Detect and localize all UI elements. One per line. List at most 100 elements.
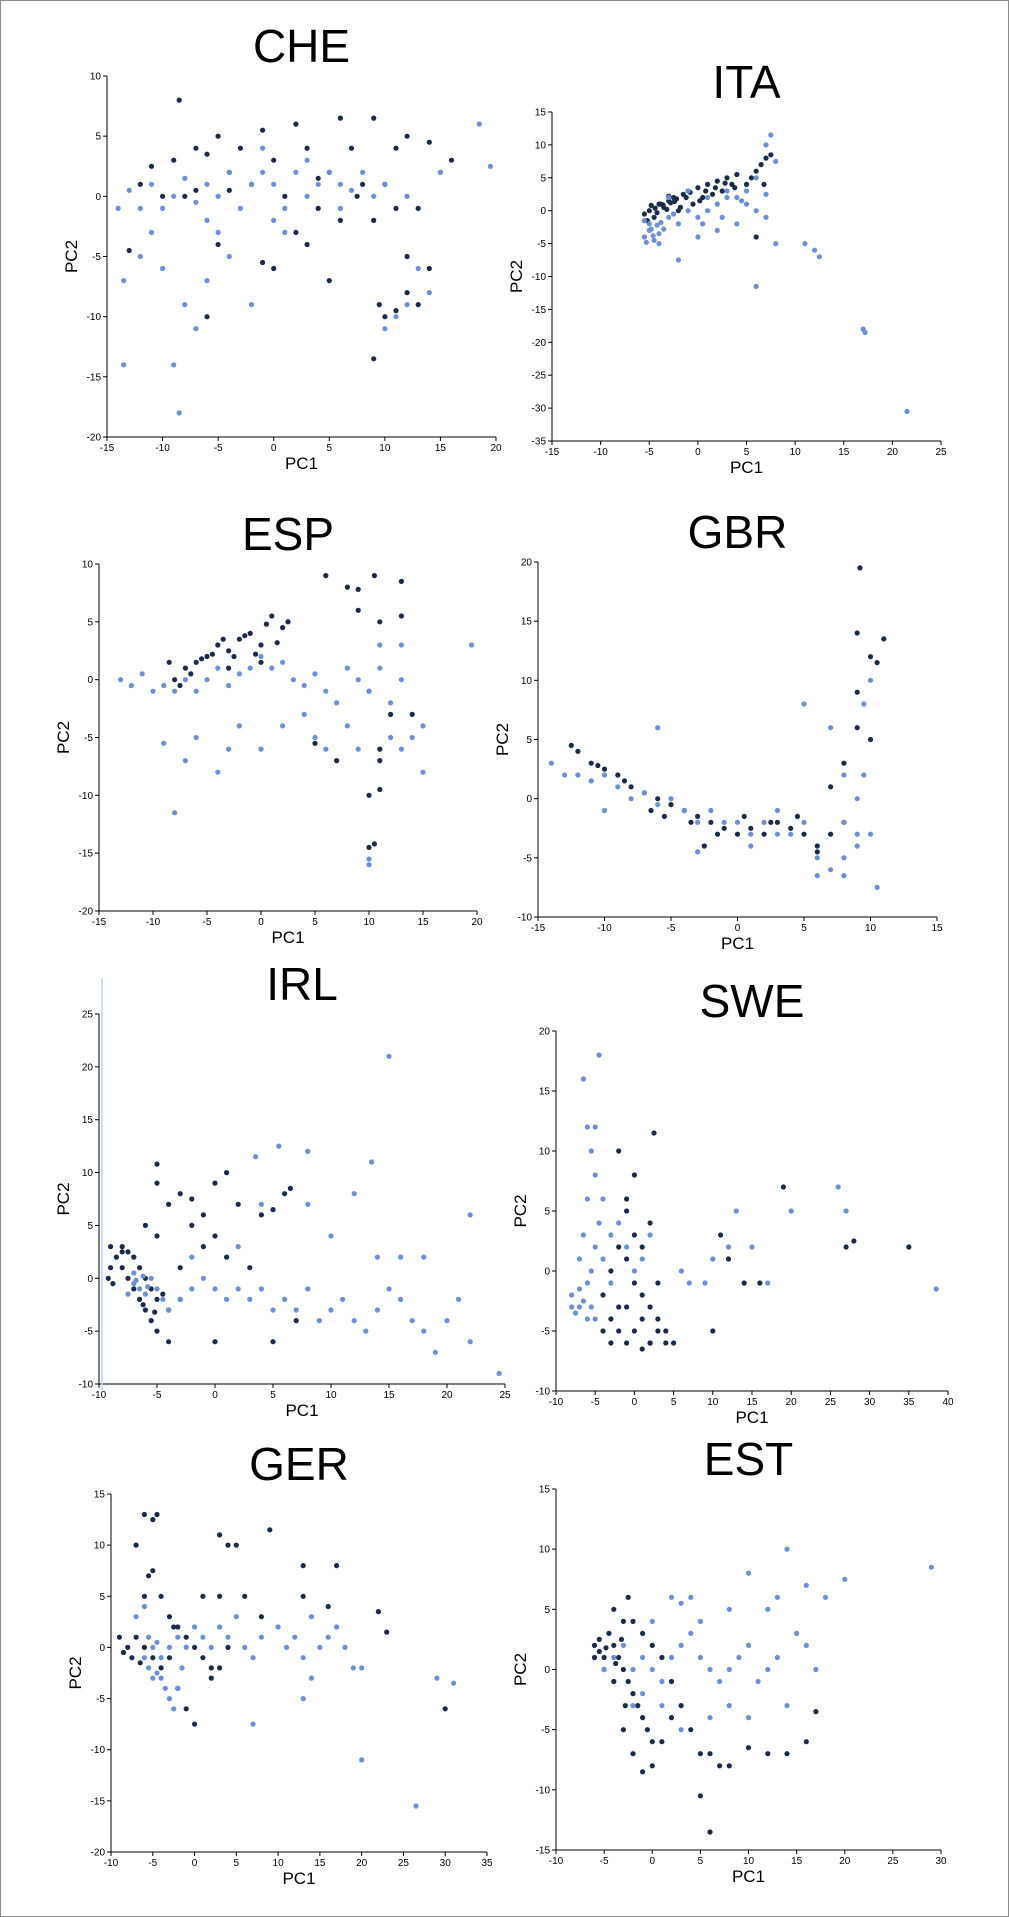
scatter-point [328, 1307, 334, 1313]
scatter-point [641, 218, 648, 224]
scatter-point [761, 181, 767, 187]
scatter-point [200, 1212, 206, 1218]
scatter-point [260, 259, 266, 266]
scatter-point [108, 1265, 114, 1271]
scatter-point [129, 1655, 135, 1661]
scatter-point [444, 1318, 450, 1324]
scatter-point [154, 1511, 160, 1518]
scatter-point [158, 1655, 164, 1661]
y-tick-label: 10 [82, 1168, 94, 1179]
scatter-point [814, 849, 820, 855]
scatter-point [293, 1307, 299, 1313]
scatter-point [215, 665, 221, 671]
scatter-point [630, 1618, 636, 1624]
scatter-point [828, 867, 834, 873]
scatter-point [784, 1703, 790, 1709]
x-axis-label: PC1 [730, 458, 763, 477]
scatter-point [141, 1655, 147, 1661]
scatter-point [651, 1130, 657, 1136]
scatter-point [608, 1340, 614, 1346]
scatter-point [388, 734, 394, 741]
scatter-point [862, 329, 868, 335]
scatter-point [656, 231, 662, 237]
scatter-point [166, 1644, 173, 1650]
scatter-point [668, 796, 674, 802]
x-tick-label: -5 [203, 917, 212, 928]
scatter-point [646, 208, 652, 214]
scatter-point [317, 1644, 323, 1650]
scatter-point [208, 1644, 214, 1650]
scatter-point [305, 1286, 311, 1292]
scatter-point [177, 1191, 183, 1197]
scatter-point [437, 169, 443, 175]
scatter-point [603, 1645, 609, 1651]
scatter-point [562, 772, 568, 778]
scatter-point [576, 1286, 583, 1292]
scatter-point [369, 1159, 375, 1165]
scatter-point [154, 1233, 160, 1239]
scatter-point [648, 226, 654, 232]
scatter-point [620, 1618, 627, 1624]
scatter-point [580, 1298, 587, 1304]
scatter-point [175, 1624, 181, 1630]
scatter-point [363, 1328, 369, 1334]
x-tick-label: 25 [887, 1856, 899, 1867]
scatter-point [398, 642, 404, 648]
scatter-point [348, 187, 355, 193]
scatter-point [366, 862, 372, 868]
scatter-point [601, 1654, 607, 1661]
scatter-point [814, 843, 820, 849]
scatter-point [233, 1542, 239, 1548]
scatter-point [220, 636, 226, 642]
y-tick-label: 0 [99, 1643, 105, 1654]
scatter-point [736, 1654, 742, 1661]
x-tick-label: -15 [531, 923, 546, 934]
scatter-point [701, 843, 707, 849]
scatter-point [172, 810, 178, 816]
scatter-point [192, 1624, 198, 1630]
scatter-point [404, 290, 410, 296]
y-tick-label: 15 [535, 108, 547, 119]
scatter-point [270, 1307, 276, 1313]
scatter-point [448, 157, 455, 163]
scatter-point [274, 640, 280, 646]
scatter-point [125, 1644, 131, 1650]
scatter-point [774, 819, 781, 825]
scatter-point [388, 711, 394, 718]
x-tick-label: -10 [92, 1390, 107, 1401]
scatter-point [739, 198, 745, 204]
y-tick-label: -10 [87, 312, 102, 323]
scatter-point [344, 665, 350, 671]
scatter-point [154, 1180, 160, 1186]
scatter-point [631, 1268, 638, 1274]
scatter-point [161, 682, 167, 689]
scatter-point [600, 1328, 606, 1334]
x-tick-label: -10 [146, 917, 161, 928]
scatter-point [768, 819, 774, 825]
scatter-point [120, 1649, 127, 1656]
scatter-point [584, 1316, 591, 1322]
x-axis-label: PC1 [285, 454, 318, 473]
scatter-point [224, 1296, 230, 1302]
scatter-point [753, 234, 759, 240]
scatter-point [270, 1207, 276, 1213]
scatter-point [625, 1678, 631, 1685]
scatter-point [588, 1268, 594, 1274]
scatter-point [784, 1546, 790, 1552]
scatter-point [133, 1542, 139, 1548]
scatter-point [137, 181, 143, 187]
scatter-point [640, 1769, 646, 1775]
x-tick-label: 0 [212, 1390, 218, 1401]
scatter-point [753, 208, 759, 214]
scatter-point [226, 648, 232, 654]
scatter-point [688, 1727, 694, 1733]
scatter-point [204, 181, 210, 187]
scatter-point [226, 682, 232, 689]
scatter-point [421, 1254, 427, 1260]
scatter-point [695, 234, 701, 240]
scatter-point [125, 1249, 131, 1255]
scatter-point [225, 1542, 231, 1548]
scatter-point [690, 201, 696, 207]
x-tick-label: -10 [549, 1397, 564, 1408]
